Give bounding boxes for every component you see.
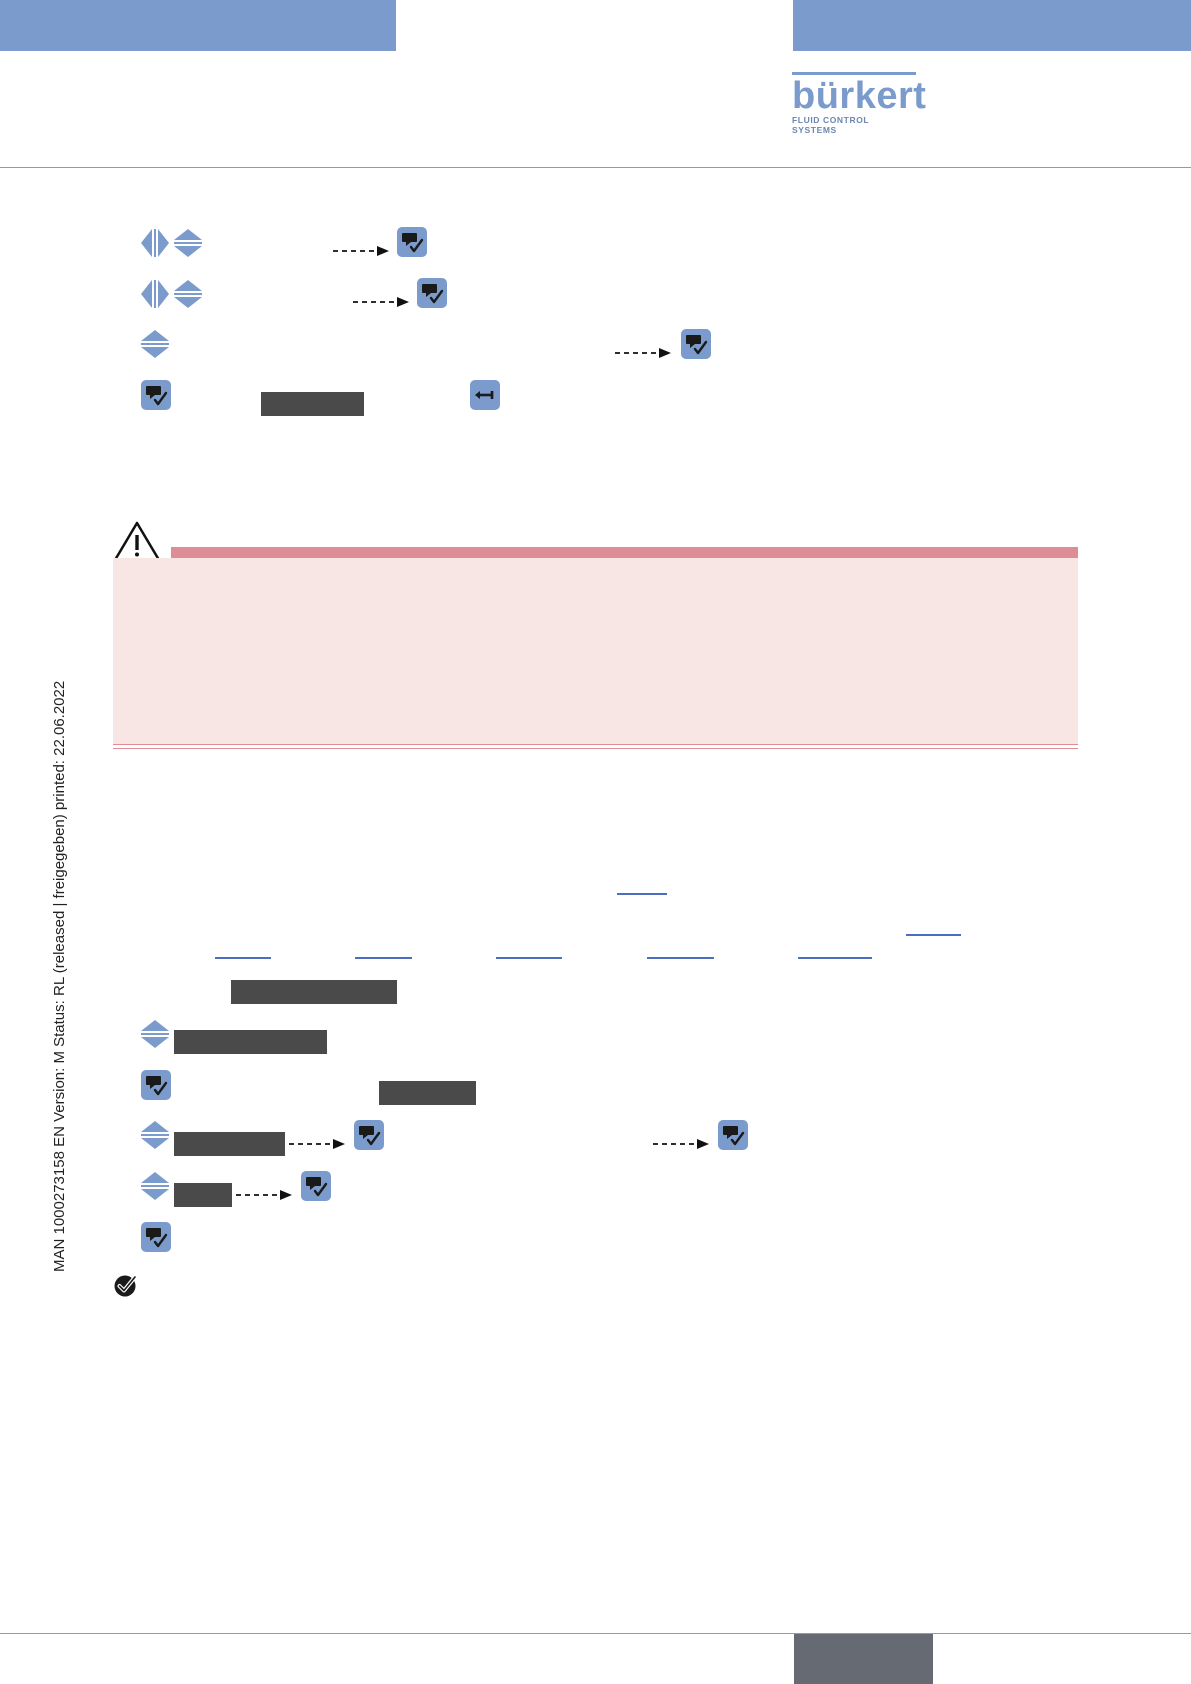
link-underline[interactable]: [617, 893, 667, 895]
warning-body: [113, 558, 1078, 744]
link-underline[interactable]: [647, 957, 714, 959]
link-underline[interactable]: [496, 957, 562, 959]
enter-key-icon: [718, 1120, 748, 1150]
dashed-arrow-icon: [615, 347, 672, 359]
dashed-arrow-icon: [353, 296, 410, 308]
logo-top-bar: [792, 72, 916, 75]
enter-key-icon: [301, 1171, 331, 1201]
dashed-arrow-icon: [653, 1138, 710, 1150]
up-down-arrows-icon: [174, 229, 202, 257]
left-right-arrows-icon: [141, 280, 169, 308]
display-label: [174, 1132, 285, 1156]
link-underline[interactable]: [215, 957, 271, 959]
dashed-arrow-icon: [333, 245, 390, 257]
display-label: [261, 392, 364, 416]
document-info: MAN 1000273158 EN Version: M Status: RL …: [51, 680, 68, 1272]
dashed-arrow-icon: [289, 1138, 346, 1150]
display-label: [174, 1030, 327, 1054]
display-label: [231, 980, 397, 1004]
enter-key-icon: [141, 380, 171, 410]
up-down-arrows-icon: [141, 330, 169, 358]
warning-header-bar: [171, 547, 1078, 558]
check-circle-icon: [114, 1275, 137, 1297]
enter-key-icon: [141, 1070, 171, 1100]
header-band-left: [0, 0, 396, 51]
display-label: [379, 1081, 476, 1105]
header-band-right: [793, 0, 1191, 51]
brand-logo: bürkert FLUID CONTROL SYSTEMS: [792, 72, 927, 135]
link-underline[interactable]: [355, 957, 412, 959]
display-label: [174, 1183, 232, 1207]
up-down-arrows-icon: [141, 1020, 169, 1048]
footer-page-tab: [794, 1634, 933, 1684]
footer-rule: [0, 1633, 1191, 1634]
up-down-arrows-icon: [141, 1172, 169, 1200]
enter-key-icon: [397, 227, 427, 257]
header-rule: [0, 167, 1191, 168]
enter-key-icon: [141, 1222, 171, 1252]
back-key-icon: [470, 380, 500, 410]
dashed-arrow-icon: [236, 1189, 293, 1201]
enter-key-icon: [681, 329, 711, 359]
up-down-arrows-icon: [174, 280, 202, 308]
warning-bottom-rule: [113, 744, 1078, 745]
up-down-arrows-icon: [141, 1121, 169, 1149]
enter-key-icon: [354, 1120, 384, 1150]
warning-bottom-rule-2: [113, 748, 1078, 749]
warning-triangle-icon: [113, 521, 161, 562]
enter-key-icon: [417, 278, 447, 308]
brand-name: bürkert: [792, 75, 927, 117]
link-underline[interactable]: [798, 957, 872, 959]
link-underline[interactable]: [906, 934, 961, 936]
brand-tagline: FLUID CONTROL SYSTEMS: [792, 115, 870, 135]
